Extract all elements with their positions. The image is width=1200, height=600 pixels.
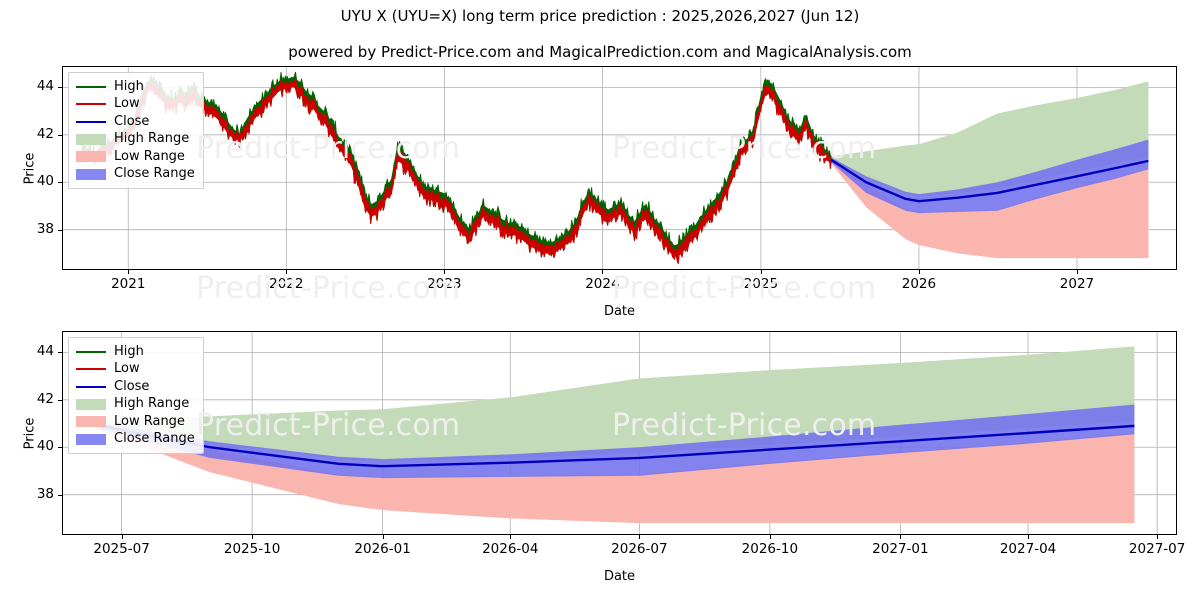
x-tick-label: 2021	[111, 276, 146, 292]
x-tick-label: 2025-10	[223, 541, 281, 557]
bottom-chart-x-axis-label: Date	[603, 569, 636, 584]
x-tick-mark	[1028, 535, 1030, 539]
legend-item-close: Close	[76, 113, 195, 131]
legend-swatch-icon	[76, 416, 106, 428]
legend-item-close-range: Close Range	[76, 166, 195, 184]
legend-swatch-icon	[76, 433, 106, 445]
top-chart-legend: High Low Close High Range Low Range Close Ran…	[68, 72, 204, 189]
x-tick-mark	[286, 270, 288, 274]
x-tick-label: 2025-07	[93, 541, 150, 557]
legend-label: High Range	[114, 131, 190, 147]
legend-item-low: Low	[76, 361, 195, 379]
legend-item-high-range: High Range	[76, 131, 195, 149]
y-tick-mark	[58, 182, 62, 184]
x-tick-mark	[918, 270, 920, 274]
x-tick-label: 2025	[743, 276, 779, 292]
legend-swatch-icon	[76, 381, 106, 393]
top-chart-frame	[62, 66, 1177, 270]
y-tick-mark	[58, 399, 62, 401]
legend-label: Close Range	[114, 166, 195, 182]
legend-swatch-icon	[76, 151, 106, 163]
x-tick-label: 2027-01	[872, 541, 929, 557]
x-tick-label: 2027-07	[1128, 541, 1186, 557]
y-tick-label: 42	[36, 390, 54, 407]
x-tick-mark	[128, 270, 130, 274]
x-tick-mark	[1157, 535, 1159, 539]
legend-item-low: Low	[76, 96, 195, 114]
x-tick-mark	[769, 535, 771, 539]
x-tick-mark	[900, 535, 902, 539]
y-tick-mark	[58, 352, 62, 354]
legend-swatch-icon	[76, 398, 106, 410]
legend-swatch-icon	[76, 346, 106, 358]
y-tick-mark	[58, 87, 62, 89]
legend-label: Low	[114, 361, 140, 377]
x-tick-mark	[602, 270, 604, 274]
y-tick-mark	[58, 447, 62, 449]
legend-swatch-icon	[76, 133, 106, 145]
legend-label: Low	[114, 96, 140, 112]
x-tick-mark	[1076, 270, 1078, 274]
x-tick-label: 2026	[901, 276, 937, 292]
y-tick-mark	[58, 494, 62, 496]
legend-label: Close	[114, 378, 150, 394]
y-tick-label: 40	[36, 438, 54, 455]
legend-swatch-icon	[76, 168, 106, 180]
y-tick-label: 38	[36, 485, 54, 502]
legend-label: Close	[114, 113, 150, 129]
legend-label: High	[114, 343, 144, 359]
x-tick-label: 2023	[427, 276, 462, 292]
bottom-chart-panel	[62, 331, 1177, 535]
legend-swatch-icon	[76, 363, 106, 375]
y-tick-label: 44	[36, 343, 54, 360]
y-tick-label: 40	[36, 173, 54, 190]
legend-label: High	[114, 78, 144, 94]
x-tick-label: 2026-07	[611, 541, 668, 557]
x-tick-label: 2026-10	[741, 541, 799, 557]
top-chart-plot	[62, 66, 1177, 270]
legend-item-high: High	[76, 78, 195, 96]
page-title: UYU X (UYU=X) long term price prediction…	[340, 7, 860, 25]
x-tick-label: 2022	[269, 276, 304, 292]
y-tick-label: 44	[36, 78, 54, 95]
legend-item-low-range: Low Range	[76, 413, 195, 431]
x-tick-mark	[444, 270, 446, 274]
legend-swatch-icon	[76, 98, 106, 110]
x-tick-label: 2024	[585, 276, 620, 292]
legend-swatch-icon	[76, 81, 106, 93]
legend-label: Low Range	[114, 148, 185, 164]
y-tick-mark	[58, 229, 62, 231]
legend-label: Low Range	[114, 413, 185, 429]
legend-item-close: Close	[76, 378, 195, 396]
x-tick-label: 2027-04	[999, 541, 1057, 557]
legend-item-high: High	[76, 343, 195, 361]
legend-swatch-icon	[76, 116, 106, 128]
y-tick-mark	[58, 134, 62, 136]
legend-item-low-range: Low Range	[76, 148, 195, 166]
top-chart-x-axis-label: Date	[603, 304, 636, 319]
bottom-chart-frame	[62, 331, 1177, 535]
x-tick-mark	[121, 535, 123, 539]
x-tick-mark	[382, 535, 384, 539]
legend-item-close-range: Close Range	[76, 431, 195, 449]
x-tick-mark	[760, 270, 762, 274]
bottom-chart-legend: High Low Close High Range Low Range Close Ran…	[68, 337, 204, 454]
x-tick-mark	[639, 535, 641, 539]
legend-label: High Range	[114, 396, 190, 412]
x-tick-label: 2027	[1059, 276, 1095, 292]
page-subtitle: powered by Predict-Price.com and Magical…	[288, 43, 912, 61]
y-tick-label: 42	[36, 125, 54, 142]
x-tick-label: 2026-04	[482, 541, 539, 557]
x-tick-label: 2026-01	[354, 541, 411, 557]
legend-item-high-range: High Range	[76, 396, 195, 414]
top-chart-panel	[62, 66, 1177, 270]
x-tick-mark	[510, 535, 512, 539]
legend-label: Close Range	[114, 431, 195, 447]
bottom-chart-plot	[62, 331, 1177, 535]
x-tick-mark	[252, 535, 254, 539]
y-tick-label: 38	[36, 220, 54, 237]
